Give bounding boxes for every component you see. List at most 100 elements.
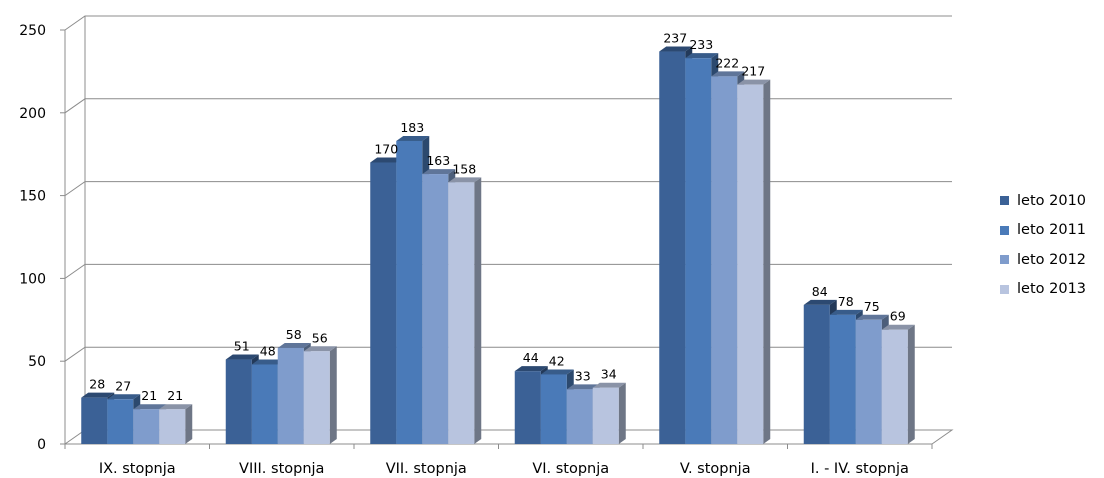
bar-top — [107, 394, 141, 400]
bar-top — [566, 384, 600, 390]
bar-front — [277, 347, 304, 444]
bar-front — [396, 140, 423, 444]
bar-top — [659, 46, 693, 52]
legend-label: leto 2012 — [1017, 251, 1087, 268]
bar-top — [370, 157, 404, 163]
legend-swatch — [1000, 284, 1009, 294]
bar-top — [803, 299, 837, 305]
gridline — [64, 181, 952, 197]
bar-side — [907, 324, 915, 444]
legend-label: leto 2011 — [1017, 222, 1087, 239]
data-label: 222 — [715, 55, 739, 70]
legend-label: leto 2010 — [1017, 192, 1087, 209]
legend-swatch — [1000, 196, 1009, 206]
legend-swatch — [1000, 225, 1009, 235]
data-label: 27 — [115, 378, 131, 393]
data-label: 58 — [286, 327, 302, 342]
bar — [737, 79, 771, 444]
x-category-label: VI. stopnja — [532, 461, 609, 477]
data-label: 21 — [141, 388, 157, 403]
gridline — [64, 15, 952, 31]
legend-item: leto 2013 — [1000, 275, 1086, 305]
bar-top — [737, 79, 771, 85]
bar-front — [540, 374, 567, 444]
data-label: 48 — [260, 344, 276, 359]
bar-top — [881, 324, 915, 330]
bar-top — [422, 169, 456, 175]
bar-top — [225, 354, 259, 360]
bar-front — [225, 359, 252, 444]
bar-top — [133, 404, 167, 410]
legend-label: leto 2013 — [1017, 281, 1087, 298]
data-label: 183 — [400, 120, 424, 135]
legend-swatch — [1000, 255, 1009, 265]
bar-top — [514, 366, 548, 372]
y-tick-labels: 0 50 100 150 200 250 — [19, 23, 46, 453]
bar-top — [855, 314, 889, 320]
bar-front — [514, 371, 541, 444]
x-category-label: I. - IV. stopnja — [811, 461, 909, 477]
legend: leto 2010 leto 2011 leto 2012 leto 2013 — [1000, 186, 1086, 304]
x-category-label: VIII. stopnja — [239, 461, 324, 477]
data-label: 78 — [838, 294, 854, 309]
bar-front — [133, 409, 160, 444]
bar-front — [685, 58, 712, 444]
bar-front — [422, 174, 449, 444]
y-tick-label: 100 — [19, 271, 46, 287]
bar-top — [159, 404, 193, 410]
gridline — [64, 263, 952, 279]
bar-front — [107, 399, 134, 444]
bar-top — [829, 309, 863, 315]
legend-item: leto 2011 — [1000, 216, 1086, 246]
y-tick-label: 150 — [19, 189, 46, 205]
bar-top — [540, 369, 574, 375]
bar-top — [448, 177, 482, 183]
bar-top — [592, 382, 626, 388]
data-label: 69 — [890, 309, 906, 324]
data-label: 84 — [812, 284, 828, 299]
bar-top — [685, 53, 719, 59]
data-label: 51 — [234, 339, 250, 354]
data-label: 21 — [167, 388, 183, 403]
bar-top — [303, 346, 337, 352]
bar-front — [881, 329, 908, 444]
data-label: 233 — [689, 37, 713, 52]
bar-front — [566, 389, 593, 444]
data-label: 44 — [523, 350, 539, 365]
bar-front — [159, 409, 186, 444]
x-category-label: VII. stopnja — [386, 461, 467, 477]
bar-front — [659, 51, 686, 444]
bar-front — [251, 364, 278, 444]
data-label: 28 — [89, 377, 105, 392]
bar-top — [396, 135, 430, 141]
bar-front — [737, 84, 764, 444]
bar-front — [829, 314, 856, 444]
bar-front — [855, 319, 882, 444]
data-label: 170 — [374, 141, 398, 156]
bar-top — [277, 342, 311, 348]
y-tick-label: 200 — [19, 106, 46, 122]
legend-item: leto 2012 — [1000, 245, 1086, 275]
bar-side — [474, 177, 482, 445]
gridline — [64, 98, 952, 114]
legend-item: leto 2010 — [1000, 186, 1086, 216]
bar-front — [81, 397, 108, 444]
data-label: 158 — [452, 161, 476, 176]
data-label: 34 — [601, 367, 617, 382]
y-tick-label: 250 — [19, 23, 46, 39]
data-label: 163 — [426, 153, 450, 168]
bar — [592, 382, 626, 444]
bar-top — [711, 71, 745, 77]
bar-front — [448, 182, 475, 445]
data-label: 33 — [575, 368, 591, 383]
x-category-label: IX. stopnja — [99, 461, 176, 477]
bar-front — [303, 351, 330, 444]
bar-top — [251, 359, 285, 365]
data-label: 56 — [312, 330, 328, 345]
bar — [159, 404, 193, 444]
bar — [448, 177, 482, 445]
bar — [881, 324, 915, 444]
bar-front — [711, 76, 738, 445]
bar-front — [592, 387, 619, 444]
